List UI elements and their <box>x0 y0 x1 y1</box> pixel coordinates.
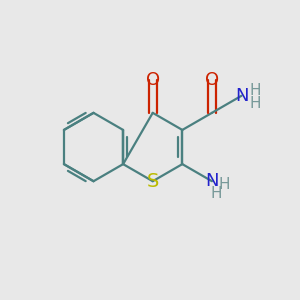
Text: H: H <box>218 177 230 192</box>
Text: H: H <box>249 96 261 111</box>
Text: O: O <box>205 71 219 89</box>
Text: N: N <box>235 87 248 105</box>
Text: O: O <box>146 71 160 89</box>
Text: H: H <box>249 83 261 98</box>
Text: S: S <box>146 172 159 191</box>
Text: N: N <box>205 172 219 190</box>
Text: H: H <box>211 186 222 201</box>
